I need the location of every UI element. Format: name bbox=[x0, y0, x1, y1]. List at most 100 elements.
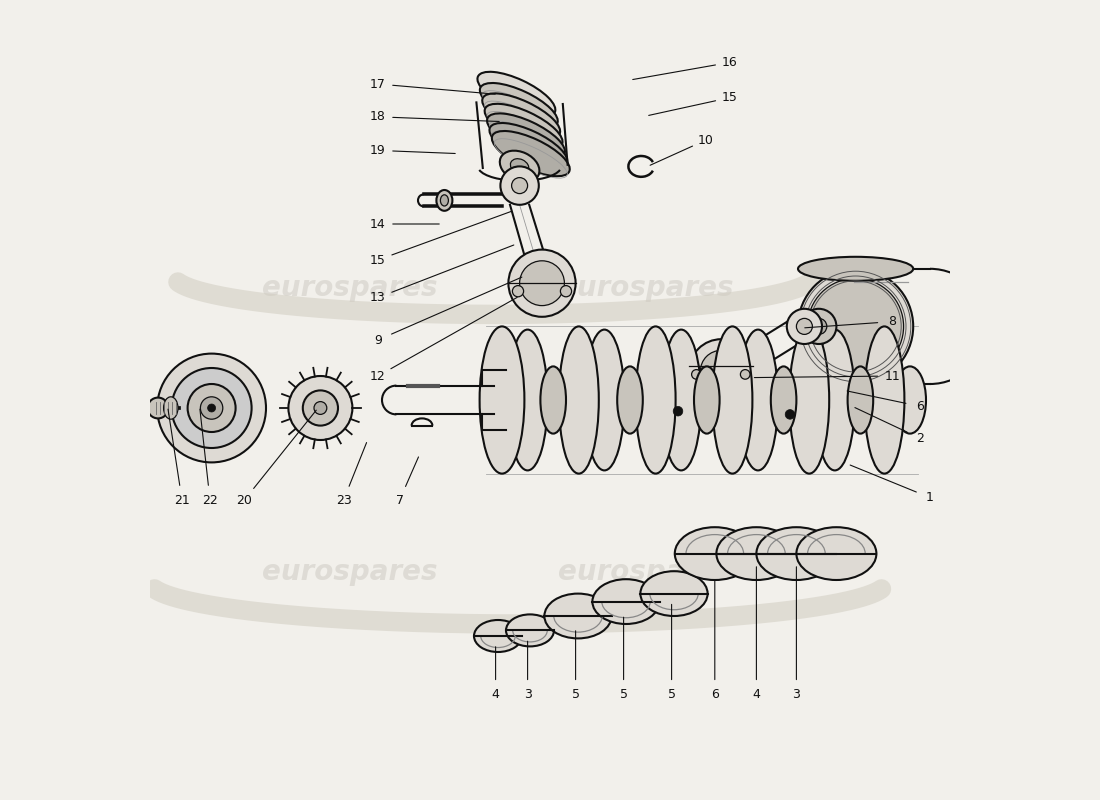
Ellipse shape bbox=[437, 190, 452, 210]
Ellipse shape bbox=[485, 104, 562, 149]
Ellipse shape bbox=[584, 330, 625, 470]
Text: 2: 2 bbox=[916, 432, 924, 445]
Ellipse shape bbox=[510, 158, 529, 174]
Circle shape bbox=[690, 339, 754, 403]
Circle shape bbox=[500, 166, 539, 205]
Ellipse shape bbox=[674, 527, 755, 580]
Ellipse shape bbox=[492, 131, 570, 176]
Text: 8: 8 bbox=[889, 315, 896, 328]
Text: 5: 5 bbox=[619, 688, 628, 701]
Ellipse shape bbox=[661, 330, 701, 470]
Text: 1: 1 bbox=[926, 491, 934, 504]
Text: 6: 6 bbox=[916, 400, 924, 413]
Text: 15: 15 bbox=[370, 254, 386, 266]
Text: 21: 21 bbox=[174, 494, 190, 506]
Text: 15: 15 bbox=[722, 91, 738, 104]
Text: 11: 11 bbox=[884, 370, 900, 382]
Text: 4: 4 bbox=[492, 688, 499, 701]
Ellipse shape bbox=[796, 527, 877, 580]
Ellipse shape bbox=[544, 594, 612, 638]
Text: 17: 17 bbox=[370, 78, 386, 90]
Text: 23: 23 bbox=[336, 494, 352, 506]
Circle shape bbox=[172, 368, 252, 448]
Text: eurospares: eurospares bbox=[262, 274, 438, 302]
Circle shape bbox=[811, 318, 827, 334]
Ellipse shape bbox=[482, 94, 560, 138]
Circle shape bbox=[147, 398, 168, 418]
Circle shape bbox=[798, 269, 913, 384]
Circle shape bbox=[701, 350, 743, 392]
Circle shape bbox=[314, 402, 327, 414]
Ellipse shape bbox=[848, 366, 873, 434]
Ellipse shape bbox=[559, 326, 598, 474]
Ellipse shape bbox=[694, 366, 719, 434]
Text: 5: 5 bbox=[572, 688, 580, 701]
Text: 20: 20 bbox=[236, 494, 252, 506]
Circle shape bbox=[673, 406, 683, 416]
Text: 5: 5 bbox=[668, 688, 675, 701]
Circle shape bbox=[807, 278, 903, 374]
Circle shape bbox=[801, 309, 836, 344]
Circle shape bbox=[508, 250, 575, 317]
Circle shape bbox=[796, 318, 813, 334]
Ellipse shape bbox=[815, 330, 855, 470]
Ellipse shape bbox=[617, 366, 642, 434]
Ellipse shape bbox=[798, 257, 913, 281]
Ellipse shape bbox=[738, 330, 778, 470]
Circle shape bbox=[302, 390, 338, 426]
Ellipse shape bbox=[636, 326, 675, 474]
Ellipse shape bbox=[487, 114, 565, 158]
Text: 19: 19 bbox=[370, 144, 386, 157]
Circle shape bbox=[519, 261, 564, 306]
Text: eurospares: eurospares bbox=[558, 274, 734, 302]
Text: 3: 3 bbox=[524, 688, 531, 701]
Text: 4: 4 bbox=[752, 688, 760, 701]
Ellipse shape bbox=[480, 83, 558, 128]
Ellipse shape bbox=[865, 326, 904, 474]
Text: 16: 16 bbox=[722, 56, 738, 69]
Ellipse shape bbox=[894, 366, 926, 434]
Ellipse shape bbox=[798, 372, 913, 396]
Text: 6: 6 bbox=[711, 688, 718, 701]
Ellipse shape bbox=[477, 72, 556, 117]
Ellipse shape bbox=[789, 326, 829, 474]
Text: 18: 18 bbox=[370, 110, 386, 123]
Circle shape bbox=[785, 410, 795, 419]
Ellipse shape bbox=[540, 366, 566, 434]
Ellipse shape bbox=[716, 527, 796, 580]
Circle shape bbox=[188, 384, 235, 432]
Text: eurospares: eurospares bbox=[558, 558, 734, 586]
Ellipse shape bbox=[507, 330, 548, 470]
Circle shape bbox=[288, 376, 352, 440]
Ellipse shape bbox=[713, 326, 752, 474]
Ellipse shape bbox=[593, 579, 660, 624]
Circle shape bbox=[208, 404, 216, 412]
Circle shape bbox=[157, 354, 266, 462]
Text: 14: 14 bbox=[370, 218, 386, 230]
Circle shape bbox=[512, 178, 528, 194]
Ellipse shape bbox=[480, 326, 525, 474]
Text: 3: 3 bbox=[792, 688, 801, 701]
Circle shape bbox=[200, 397, 223, 419]
Ellipse shape bbox=[440, 194, 449, 206]
Text: eurospares: eurospares bbox=[262, 558, 438, 586]
Circle shape bbox=[560, 286, 572, 297]
Text: 7: 7 bbox=[396, 494, 404, 506]
Text: 9: 9 bbox=[374, 334, 382, 346]
Ellipse shape bbox=[640, 571, 707, 616]
Circle shape bbox=[786, 309, 822, 344]
Text: 13: 13 bbox=[370, 291, 386, 304]
Ellipse shape bbox=[771, 366, 796, 434]
Ellipse shape bbox=[490, 123, 568, 168]
Text: 12: 12 bbox=[370, 370, 386, 382]
Text: 10: 10 bbox=[698, 134, 714, 146]
Circle shape bbox=[740, 370, 750, 379]
Ellipse shape bbox=[499, 150, 539, 182]
Ellipse shape bbox=[474, 620, 522, 652]
Ellipse shape bbox=[506, 614, 554, 646]
Circle shape bbox=[692, 370, 701, 379]
Circle shape bbox=[513, 286, 524, 297]
Ellipse shape bbox=[757, 527, 836, 580]
Ellipse shape bbox=[164, 397, 178, 419]
Text: 22: 22 bbox=[202, 494, 218, 506]
